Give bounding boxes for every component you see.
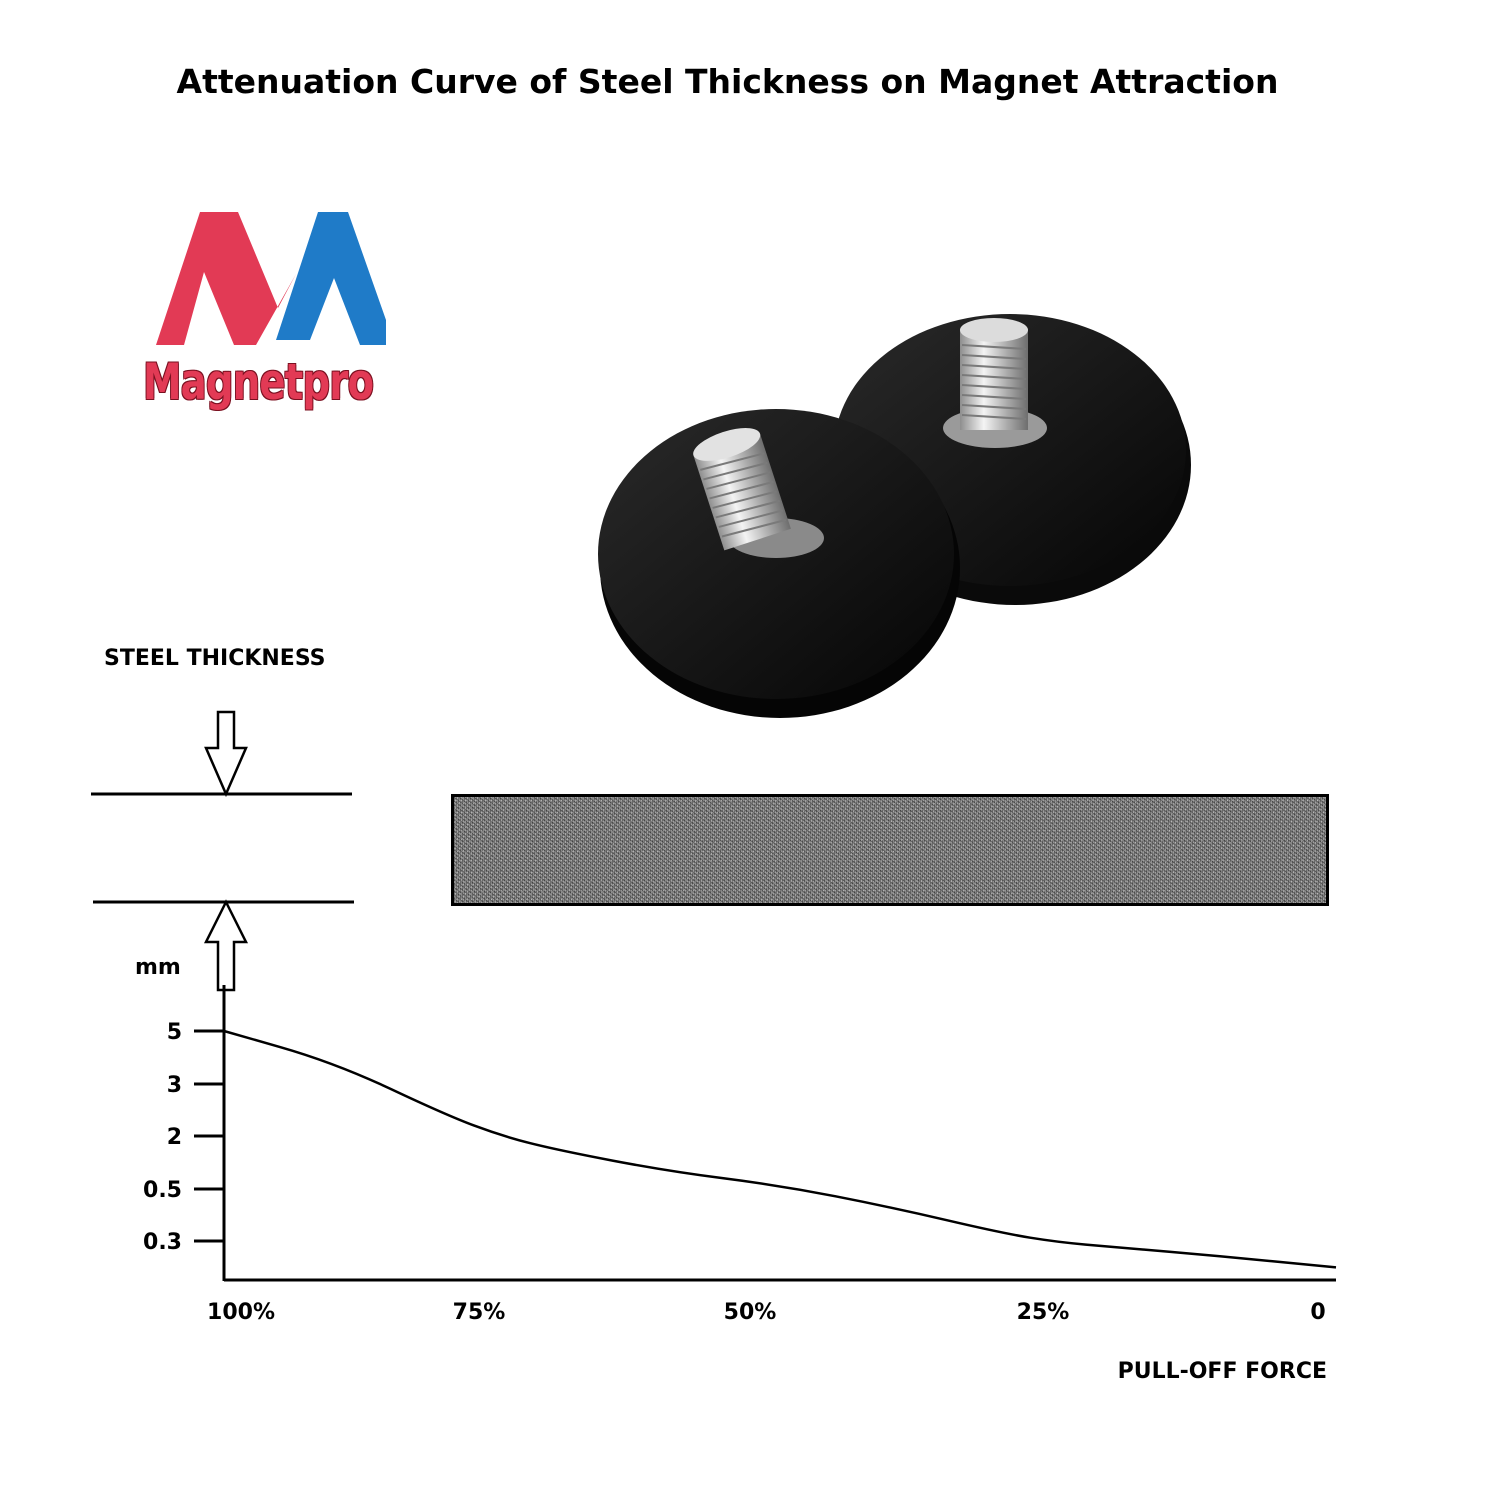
y-tick-label: 2: [167, 1125, 182, 1150]
y-tick-label: 0.3: [143, 1230, 182, 1255]
y-axis-label: mm: [135, 955, 181, 980]
y-tick-label: 3: [167, 1073, 182, 1098]
x-axis-label: PULL-OFF FORCE: [1118, 1359, 1327, 1384]
magnetpro-logo: [156, 212, 386, 345]
attenuation-chart: mm 5 3 2 0.5 0.3 100% 75% 50% 25% 0 PULL-OFF FOR…: [135, 955, 1337, 1384]
steel-plate: [451, 794, 1329, 906]
arrow-up-icon: [203, 899, 249, 992]
x-ticks: 100% 75% 50% 25% 0: [207, 1300, 1326, 1325]
magnets-image: [598, 314, 1191, 718]
y-ticks: 5 3 2 0.5 0.3: [143, 1020, 224, 1255]
arrow-down-icon: [204, 710, 248, 798]
x-tick-label: 50%: [724, 1300, 777, 1325]
attenuation-curve: [223, 1029, 1337, 1269]
x-tick-label: 75%: [453, 1300, 506, 1325]
steel-thickness-label: STEEL THICKNESS: [104, 646, 326, 671]
logo-blue-shape: [276, 212, 386, 345]
x-tick-label: 0: [1310, 1300, 1325, 1325]
logo-text: Magnetpro: [143, 353, 374, 411]
y-tick-label: 0.5: [143, 1178, 182, 1203]
y-tick-label: 5: [167, 1020, 182, 1045]
x-tick-label: 100%: [207, 1300, 275, 1325]
thickness-diagram: [91, 710, 354, 992]
magnet-front: [598, 409, 960, 718]
logo-red-shape: [156, 212, 296, 345]
page-title: Attenuation Curve of Steel Thickness on …: [176, 62, 1279, 101]
x-tick-label: 25%: [1017, 1300, 1070, 1325]
